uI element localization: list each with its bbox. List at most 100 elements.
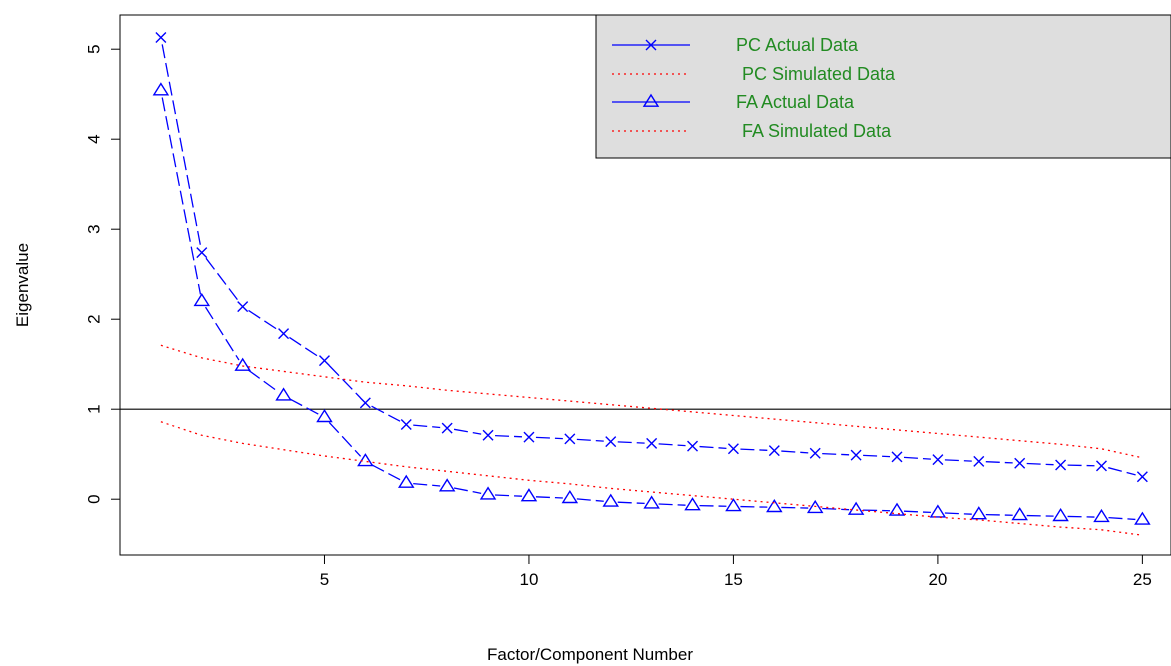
x-marker	[1136, 471, 1148, 483]
triangle-marker	[684, 497, 701, 511]
series-segment	[248, 309, 279, 331]
series-segment	[495, 434, 522, 438]
series-segment	[535, 436, 563, 440]
series-layer	[120, 32, 1171, 536]
x-marker	[809, 447, 821, 459]
triangle-marker	[643, 495, 660, 509]
x-marker	[441, 422, 453, 434]
series-segment	[863, 454, 891, 458]
x-marker	[237, 301, 249, 313]
series-segment	[822, 452, 850, 456]
x-marker	[973, 455, 985, 467]
triangle-marker	[357, 453, 374, 467]
series-segment	[699, 445, 727, 449]
triangle-marker	[847, 501, 865, 515]
triangle-marker	[561, 489, 579, 504]
x-marker	[482, 429, 494, 441]
x-axis-title: Factor/Component Number	[487, 645, 693, 664]
series-segment	[161, 97, 202, 295]
series-segment	[1108, 467, 1136, 476]
x-marker	[645, 39, 657, 51]
series-segment	[289, 398, 319, 415]
triangle-marker	[316, 408, 333, 423]
triangle-marker	[602, 493, 620, 507]
triangle-marker	[725, 498, 742, 512]
x-marker	[155, 32, 167, 43]
x-marker	[891, 451, 903, 463]
triangle-marker	[929, 504, 947, 518]
series-segment	[985, 461, 1013, 464]
series-segment	[699, 505, 727, 507]
series-segment	[903, 456, 931, 460]
y-axis: 0 1 2 3 4 5	[85, 44, 120, 504]
legend-label: PC Simulated Data	[742, 64, 896, 84]
series-segment	[944, 512, 972, 515]
x-marker	[646, 437, 658, 449]
series-segment	[371, 405, 401, 422]
legend-label: FA Simulated Data	[742, 121, 892, 141]
y-tick-label: 5	[85, 44, 104, 53]
triangle-marker	[193, 292, 211, 307]
y-tick-label: 1	[85, 404, 104, 413]
series-segment	[328, 421, 362, 457]
series-segment	[985, 514, 1013, 516]
triangle-marker	[152, 82, 170, 96]
series-segment	[576, 498, 604, 502]
triangle-marker	[1134, 511, 1151, 525]
x-marker	[564, 433, 576, 445]
series-segment	[863, 509, 891, 512]
series-pc-simulated-data	[160, 344, 1143, 459]
x-marker	[932, 454, 944, 466]
series-segment	[576, 438, 604, 442]
series-segment	[781, 450, 809, 454]
legend: PC Actual Data PC Simulated Data FA Actual…	[595, 14, 1171, 159]
legend-label: FA Actual Data	[736, 92, 855, 112]
x-tick-label: 25	[1133, 570, 1152, 589]
series-segment	[658, 503, 686, 506]
series-segment	[413, 424, 441, 429]
x-marker	[196, 247, 208, 259]
series-segment	[495, 494, 522, 497]
x-tick-label: 20	[928, 570, 947, 589]
series-pc-actual-data	[155, 32, 1148, 483]
x-tick-label: 15	[724, 570, 743, 589]
series-segment	[903, 510, 931, 514]
series-segment	[1067, 515, 1095, 518]
legend-box	[595, 14, 1171, 159]
y-tick-label: 3	[85, 224, 104, 233]
legend-label: PC Actual Data	[736, 35, 859, 55]
triangle-marker	[888, 502, 906, 516]
series-segment	[1026, 514, 1054, 517]
triangle-marker	[1052, 507, 1069, 522]
series-segment	[205, 257, 239, 302]
triangle-marker	[234, 357, 251, 371]
series-segment	[247, 369, 279, 393]
x-marker	[318, 355, 330, 367]
series-segment	[617, 501, 645, 505]
triangle-marker	[1093, 508, 1110, 523]
y-tick-label: 2	[85, 314, 104, 323]
triangle-marker	[1011, 507, 1028, 521]
x-marker	[1055, 459, 1067, 471]
series-segment	[535, 496, 563, 499]
series-segment	[1067, 464, 1095, 467]
series-line	[160, 344, 1143, 459]
x-marker	[523, 431, 535, 443]
triangle-marker	[766, 498, 783, 513]
y-tick-label: 4	[85, 134, 104, 143]
x-marker	[850, 449, 862, 461]
series-fa-actual-data	[152, 82, 1151, 525]
series-segment	[658, 443, 686, 447]
triangle-marker	[970, 506, 988, 520]
series-segment	[289, 336, 319, 358]
series-segment	[617, 441, 645, 444]
triangle-marker	[642, 93, 660, 107]
series-segment	[413, 482, 441, 487]
x-marker	[278, 328, 290, 340]
triangle-marker	[806, 499, 824, 514]
x-axis: 5 10 15 20 25	[320, 555, 1152, 589]
series-segment	[161, 44, 202, 246]
series-segment	[740, 448, 768, 451]
y-axis-title: Eigenvalue	[13, 243, 32, 327]
